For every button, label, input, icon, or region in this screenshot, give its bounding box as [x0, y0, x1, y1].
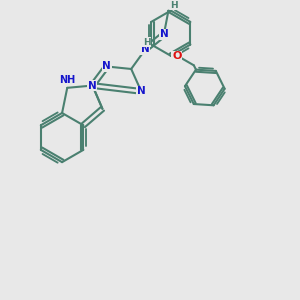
- Text: N: N: [141, 44, 150, 54]
- Text: N: N: [88, 80, 97, 91]
- Text: NH: NH: [59, 75, 75, 85]
- Text: O: O: [172, 51, 182, 62]
- Text: N: N: [137, 86, 146, 96]
- Text: N: N: [160, 29, 168, 39]
- Text: H: H: [143, 38, 151, 47]
- Text: H: H: [171, 1, 178, 10]
- Text: N: N: [102, 61, 111, 71]
